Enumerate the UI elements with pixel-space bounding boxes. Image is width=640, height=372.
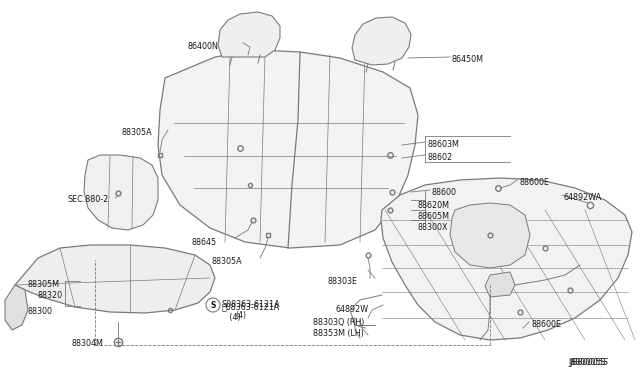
Polygon shape — [84, 155, 158, 230]
Polygon shape — [158, 50, 418, 248]
Text: SEC.880-2: SEC.880-2 — [68, 195, 109, 204]
Text: J880005S: J880005S — [570, 358, 608, 367]
Text: 88300X: 88300X — [418, 223, 449, 232]
Polygon shape — [381, 178, 632, 340]
Text: 88305A: 88305A — [212, 257, 243, 266]
Text: 88600E: 88600E — [519, 178, 549, 187]
Polygon shape — [352, 17, 411, 65]
Text: 64892W: 64892W — [335, 305, 368, 314]
Polygon shape — [218, 12, 280, 57]
Text: 88600: 88600 — [432, 188, 457, 197]
Text: 88300: 88300 — [28, 307, 53, 316]
Text: 88304M: 88304M — [72, 339, 104, 348]
Text: J880005S: J880005S — [568, 358, 605, 367]
Text: 88620M: 88620M — [418, 201, 450, 210]
Text: 88303Q (RH): 88303Q (RH) — [313, 318, 364, 327]
Text: S: S — [211, 301, 216, 310]
Text: 08363-6121A: 08363-6121A — [222, 302, 280, 311]
Text: 86400N: 86400N — [188, 42, 219, 51]
Text: 64892WA: 64892WA — [564, 193, 602, 202]
Text: 88305A: 88305A — [122, 128, 152, 137]
Text: 88602: 88602 — [427, 153, 452, 162]
Text: (4): (4) — [222, 313, 241, 322]
Text: 88303E: 88303E — [327, 277, 357, 286]
Polygon shape — [450, 203, 530, 268]
Text: 88353M (LH): 88353M (LH) — [313, 329, 364, 338]
Text: 88305M: 88305M — [28, 280, 60, 289]
Text: 88603M: 88603M — [427, 140, 459, 149]
Text: 88645: 88645 — [192, 238, 217, 247]
Text: 86450M: 86450M — [452, 55, 484, 64]
Polygon shape — [5, 285, 28, 330]
Text: (4): (4) — [235, 311, 246, 320]
Text: 88605M: 88605M — [418, 212, 450, 221]
Text: 88600E: 88600E — [531, 320, 561, 329]
Polygon shape — [15, 245, 215, 313]
Text: 88320: 88320 — [38, 291, 63, 300]
Text: S08363-6121A: S08363-6121A — [222, 300, 280, 309]
Polygon shape — [485, 272, 515, 297]
